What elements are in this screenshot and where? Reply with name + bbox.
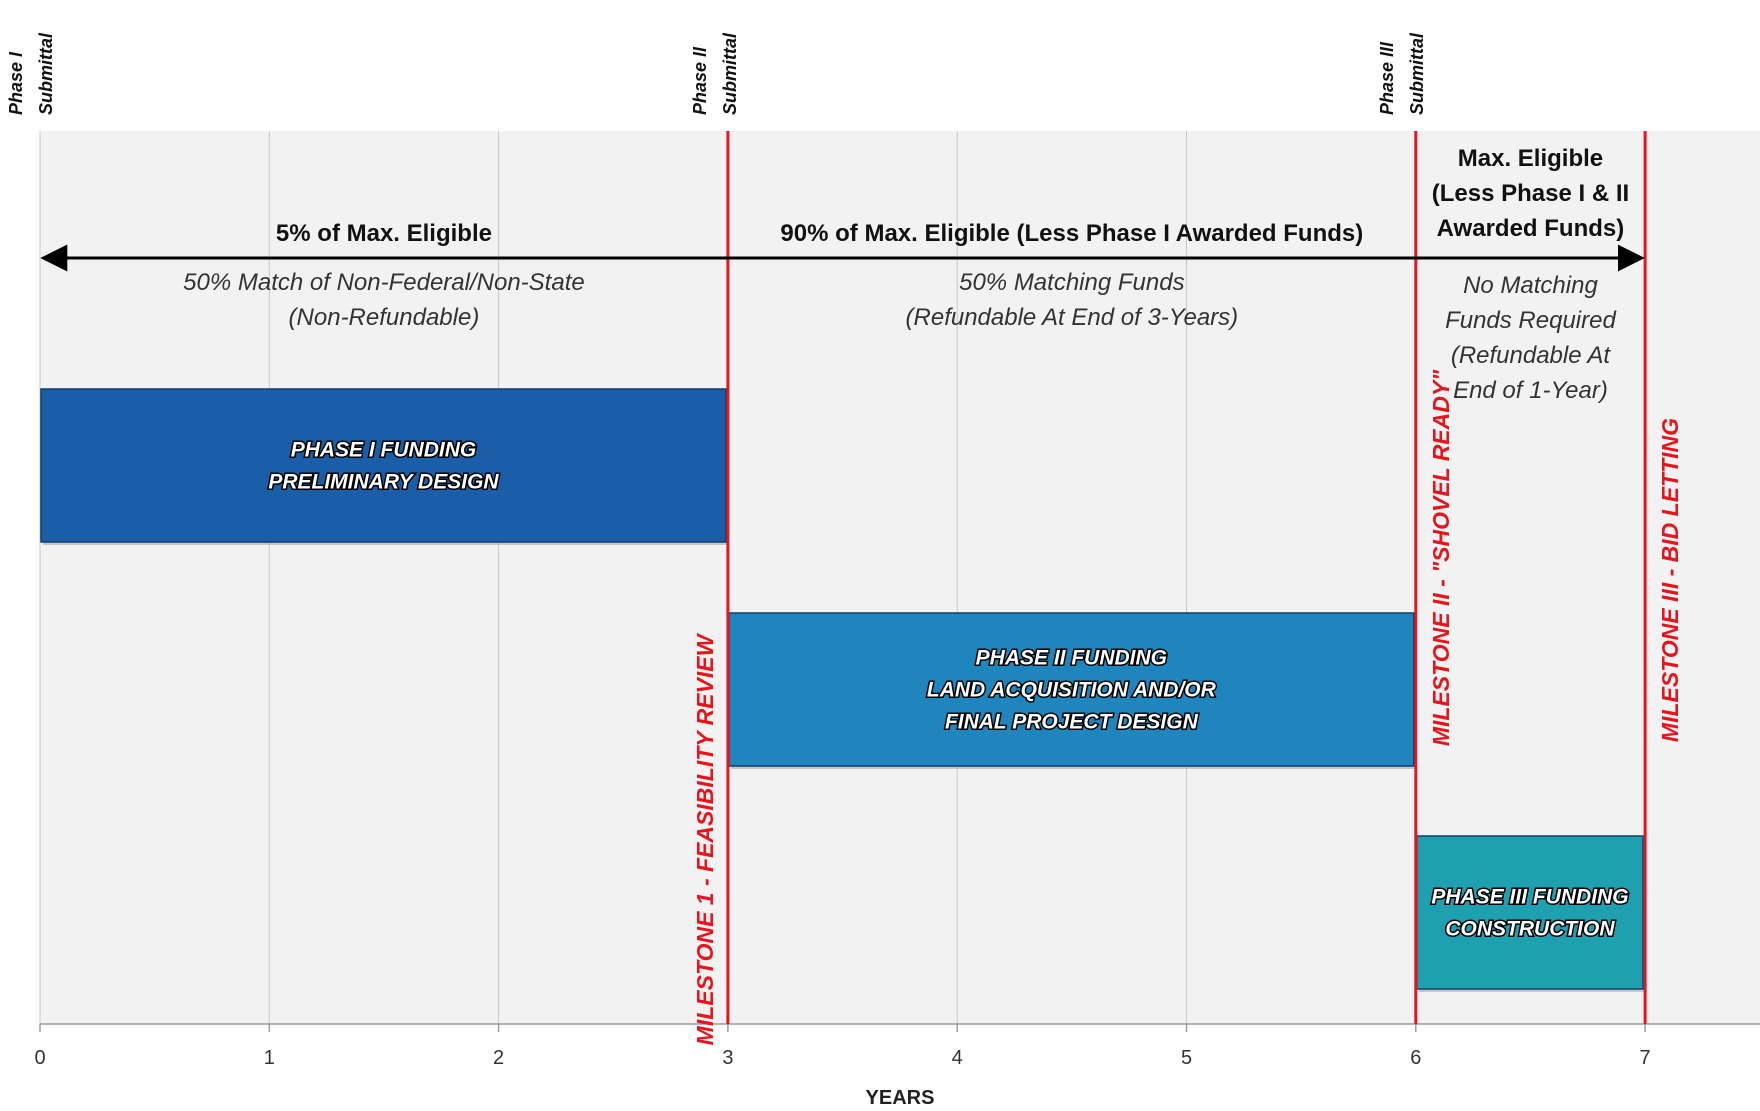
bar-label: PHASE III FUNDING [1431,886,1628,909]
funding-bar [40,388,727,543]
bar-label: FINAL PROJECT DESIGN [945,711,1199,734]
period-header: (Less Phase I & II [1432,180,1629,207]
bar-label: PRELIMINARY DESIGN [268,471,499,494]
period-note: Funds Required [1445,307,1616,334]
submittal-label: Phase III [1377,41,1397,115]
submittal-label: Phase II [690,46,710,115]
funding-bar [1416,835,1644,990]
period-note: End of 1-Year) [1453,377,1608,404]
milestone-label: MILESTONE 1 - FEASIBILITY REVIEW [692,632,718,1045]
bar-label: PHASE I FUNDING [291,439,477,462]
tick-label: 3 [722,1047,733,1069]
tick-label: 4 [952,1047,963,1069]
bar-label: CONSTRUCTION [1445,918,1615,941]
tick-label: 7 [1640,1047,1651,1069]
period-note: (Refundable At End of 3-Years) [906,304,1239,331]
milestone-lines: MILESTONE 1 - FEASIBILITY REVIEW MILESTON… [692,131,1683,1045]
bar-label: PHASE II FUNDING [976,647,1167,670]
tick-label: 5 [1181,1047,1192,1069]
period-header: 90% of Max. Eligible (Less Phase I Award… [780,220,1363,247]
submittal-label: Submittal [1407,32,1427,115]
period-note: 50% Matching Funds [959,269,1184,296]
tick-label: 2 [493,1047,504,1069]
milestone-label: MILESTONE III - BID LETTING [1657,418,1683,742]
submittal-labels: Phase I Submittal Phase II Submittal Phase I… [6,32,1427,115]
funding-bars: PHASE I FUNDING PRELIMINARY DESIGN PHASE I… [40,388,1646,992]
funding-bar [728,612,1415,767]
milestone-label: MILESTONE II - "SHOVEL READY" [1428,369,1454,746]
tick-label: 0 [34,1047,45,1069]
bar-label: LAND ACQUISITION AND/OR [927,679,1217,702]
submittal-label: Submittal [36,32,56,115]
submittal-label: Submittal [720,32,740,115]
x-axis-ticks: 0 1 2 3 4 5 6 7 [34,1024,1651,1069]
period-note: (Refundable At [1451,342,1612,369]
submittal-label: Phase I [6,51,26,115]
period-note: No Matching [1463,272,1598,299]
period-header: Max. Eligible [1458,145,1603,172]
period-header: 5% of Max. Eligible [276,220,492,247]
tick-label: 6 [1410,1047,1421,1069]
period-note: 50% Match of Non-Federal/Non-State [183,269,585,296]
period-note: (Non-Refundable) [289,304,480,331]
funding-periods: 5% of Max. Eligible 50% Match of Non-Fede… [183,145,1629,404]
period-header: Awarded Funds) [1437,215,1625,242]
tick-label: 1 [264,1047,275,1069]
x-axis-label: YEARS [866,1087,935,1109]
